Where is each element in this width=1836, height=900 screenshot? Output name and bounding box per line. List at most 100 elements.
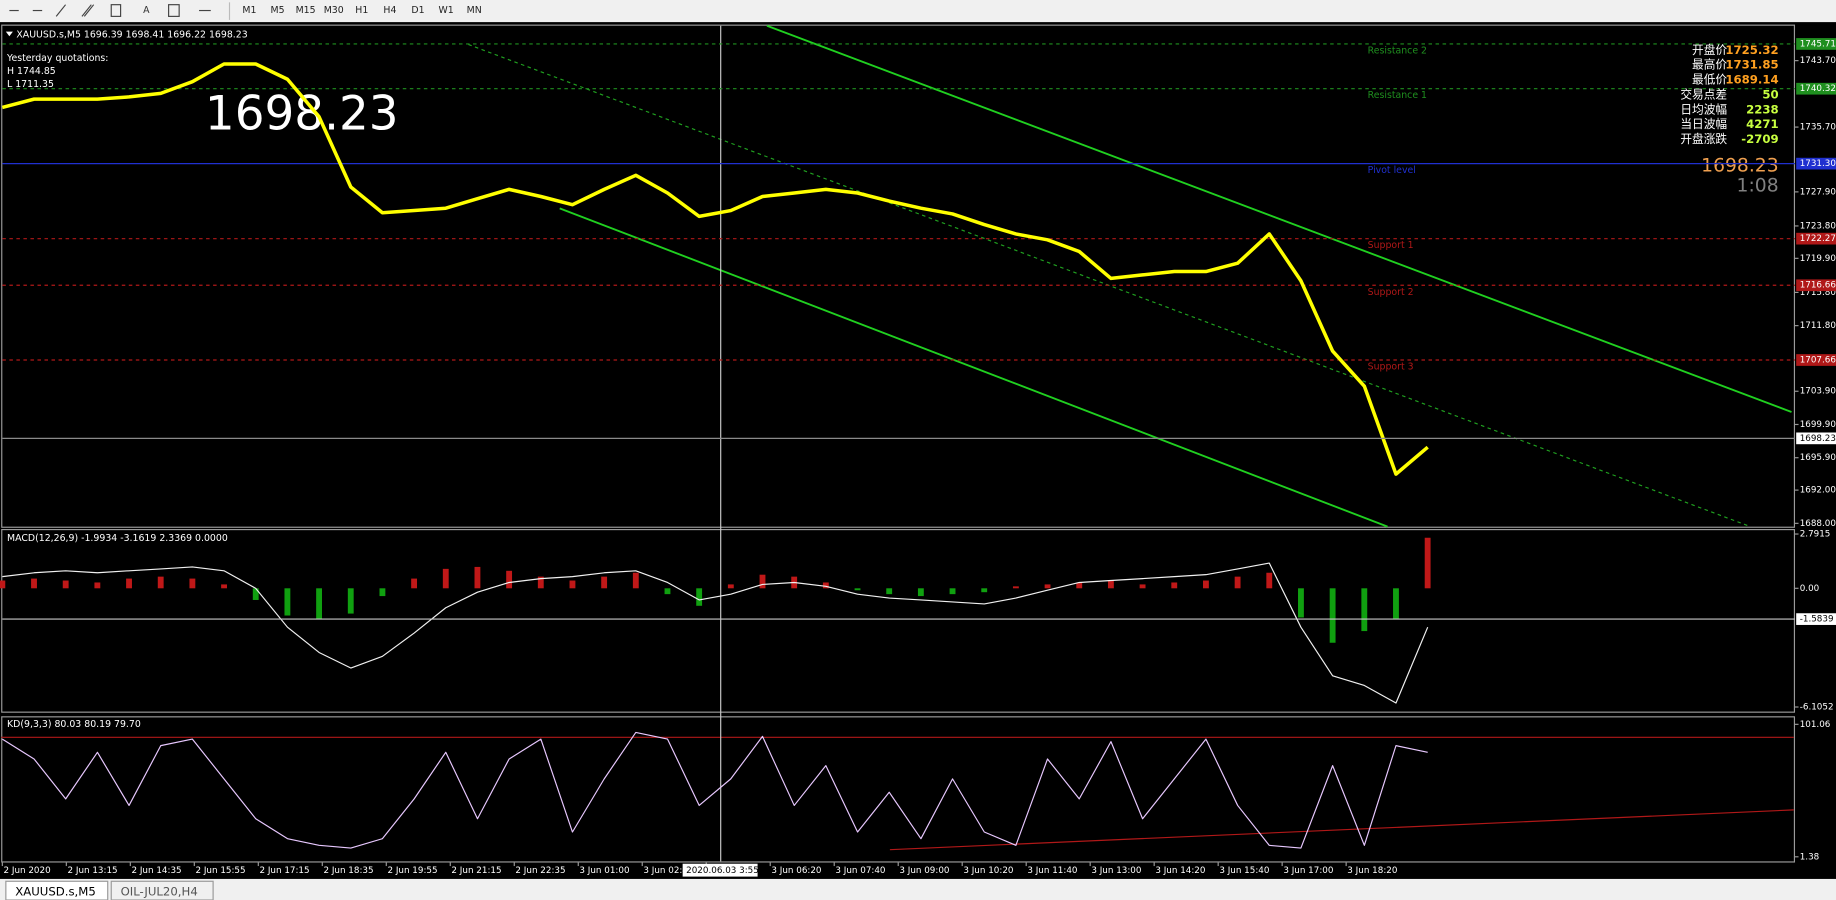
macd-bar (1139, 584, 1146, 589)
x-tick-label: 2 Jun 22:35 (515, 866, 565, 876)
level-label-bg (1796, 279, 1836, 292)
macd-bar (252, 588, 259, 600)
macd-bar (1266, 572, 1273, 589)
y-tick-label: 1719.90 (1800, 254, 1836, 264)
info-value: 1725.32 (1725, 43, 1778, 57)
level-label: 1716.66 (1800, 281, 1836, 291)
x-tick-label: 2 Jun 19:55 (387, 866, 437, 876)
macd-bar (189, 578, 196, 589)
level-label-bg (1796, 38, 1836, 50)
macd-bar (411, 578, 418, 589)
macd-bar (664, 588, 671, 595)
bar-timer: 1:08 (1737, 176, 1779, 197)
tab-label[interactable]: XAUUSD.s,M5 (15, 884, 96, 898)
collapse-icon (5, 31, 13, 37)
x-tick-label: 2 Jun 2020 (4, 866, 51, 876)
level-label-bg (1796, 82, 1836, 95)
info-label: 最高价 (1692, 58, 1727, 72)
macd-bar (157, 576, 164, 589)
macd-bar (727, 584, 734, 589)
timeframe-button[interactable]: M5 (270, 5, 284, 16)
macd-line (2, 562, 1429, 704)
macd-bar (1076, 582, 1083, 589)
y-tick-label: 1703.90 (1800, 387, 1836, 397)
chart-area (0, 22, 1836, 879)
tab-label[interactable]: OIL-JUL20,H4 (121, 884, 198, 898)
macd-bar (537, 576, 544, 589)
y-tick-label: 1735.70 (1800, 123, 1836, 133)
level-label: 1707.66 (1800, 356, 1836, 366)
y-tick-label: 1743.70 (1800, 56, 1836, 66)
macd-bar (949, 588, 956, 595)
macd-bar (1393, 588, 1399, 620)
x-tick-label: 2 Jun 13:15 (68, 866, 118, 876)
y-tick-label: 101.06 (1800, 720, 1831, 730)
y-tick-label: 1699.90 (1800, 420, 1836, 430)
level-name: Support 3 (1368, 362, 1414, 373)
timeframe-button[interactable]: M15 (296, 5, 316, 16)
macd-bar (284, 588, 291, 616)
level-label: 1745.71 (1800, 39, 1836, 49)
y-tick-label: 1711.80 (1800, 321, 1836, 331)
macd-bar (442, 568, 449, 589)
info-label: 开盘涨跌 (1680, 132, 1727, 146)
y-tick-label: 1715.80 (1800, 288, 1836, 298)
info-value: 1731.85 (1725, 58, 1778, 72)
yesterday-quote: Yesterday quotations: (6, 53, 108, 64)
x-tick-label: 3 Jun 11:40 (1027, 866, 1077, 876)
x-tick-label: 3 Jun 01:00 (579, 866, 629, 876)
macd-bar (601, 576, 608, 589)
bid-label: 1698.23 (1800, 434, 1836, 444)
macd-bar (379, 588, 386, 597)
yesterday-quote: H 1744.85 (7, 66, 56, 77)
level-name: Resistance 1 (1368, 90, 1427, 101)
timeframe-button[interactable]: H4 (383, 5, 396, 16)
macd-bar (1424, 537, 1431, 589)
svg-text:A: A (143, 5, 150, 16)
macd-bar (854, 588, 861, 591)
macd-bar (62, 580, 69, 589)
x-tick-label: 3 Jun 17:00 (1283, 866, 1333, 876)
chart-title: XAUUSD.s,M5 1696.39 1698.41 1696.22 1698… (16, 30, 247, 41)
macd-bar (1107, 580, 1114, 589)
macd-bar (126, 578, 132, 589)
macd-bar (31, 578, 37, 589)
level-name: Support 1 (1368, 240, 1414, 251)
level-label: 1740.32 (1800, 84, 1836, 94)
timeframe-button[interactable]: W1 (439, 5, 454, 16)
macd-bar (1361, 588, 1368, 632)
toolbar (0, 0, 1836, 23)
x-tick-label: 3 Jun 06:20 (771, 866, 821, 876)
timeframe-button[interactable]: M1 (242, 5, 256, 16)
macd-bar (1171, 582, 1178, 589)
tab[interactable] (110, 880, 214, 900)
tab-bar (0, 878, 1836, 900)
macd-bar (1234, 576, 1241, 589)
price-line (1, 62, 1429, 476)
macd-bar (917, 588, 924, 597)
timeframe-button[interactable]: MN (467, 5, 482, 16)
macd-bar (94, 582, 101, 589)
x-tick-label: 2 Jun 15:55 (195, 866, 245, 876)
timeframe-button[interactable]: D1 (411, 5, 424, 16)
info-value: 2238 (1746, 102, 1779, 116)
tab[interactable] (5, 880, 109, 900)
y-tick-label: 1695.90 (1800, 453, 1836, 463)
level-label: 1722.27 (1800, 234, 1836, 244)
timeframe-button[interactable]: M30 (324, 5, 344, 16)
y-tick-label: 1688.00 (1800, 519, 1836, 529)
timeframe-button[interactable]: H1 (355, 5, 368, 16)
bid-label-bg (1796, 432, 1836, 445)
level-label-bg (1796, 232, 1836, 245)
macd-bar (981, 588, 988, 593)
macd-bar (316, 588, 323, 620)
x-tick-label: 3 Jun 10:20 (963, 866, 1013, 876)
x-tick-label: 2 Jun 17:15 (259, 866, 309, 876)
x-tick-label: 3 Jun 09:00 (899, 866, 949, 876)
trend-channel (1, 24, 1794, 851)
macd-bar (0, 580, 6, 589)
kd-line (2, 731, 1428, 849)
y-tick-label: 1723.80 (1800, 221, 1836, 231)
macd-bar (1012, 586, 1019, 589)
